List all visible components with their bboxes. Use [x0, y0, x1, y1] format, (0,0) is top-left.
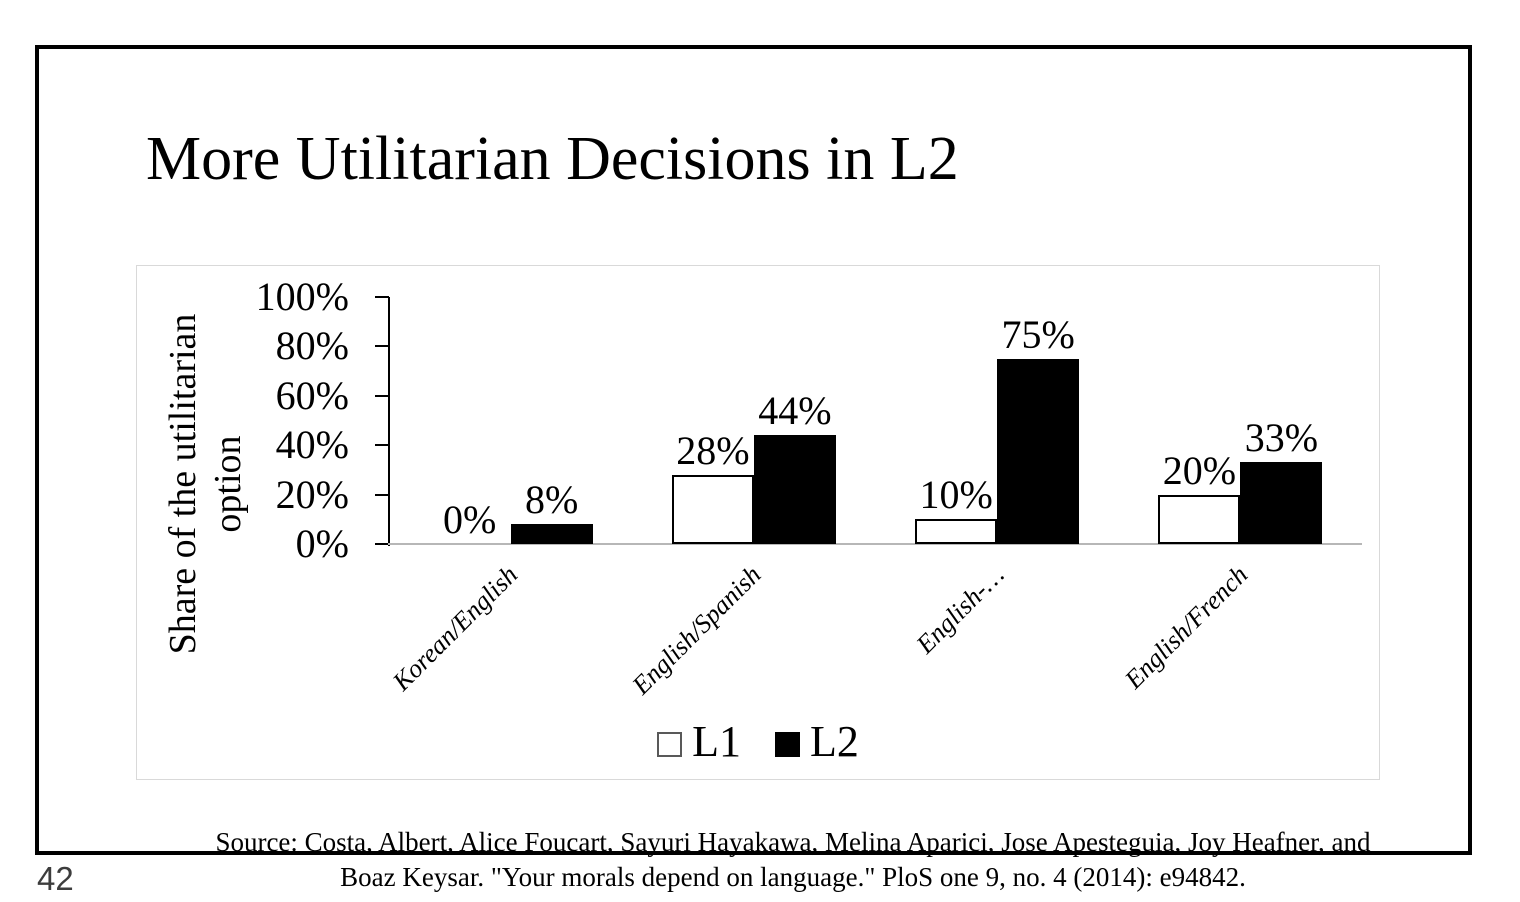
bar-value-label-l1-1: 0% — [442, 497, 497, 542]
source-citation: Source: Costa, Albert, Alice Foucart, Sa… — [172, 825, 1414, 895]
y-tick-label-20: 20% — [275, 471, 349, 517]
bar-l2-4 — [1240, 462, 1323, 544]
x-category-label-2: English/Spanish — [626, 560, 767, 701]
page-number: 42 — [37, 860, 74, 897]
legend-swatch-l2 — [775, 732, 800, 757]
bar-value-label-l2-4: 33% — [1244, 415, 1319, 460]
y-tick-mark — [375, 345, 389, 348]
legend-swatch-l1 — [657, 732, 683, 757]
y-tick-mark — [375, 444, 389, 447]
y-tick-label-40: 40% — [275, 422, 349, 468]
bar-value-label-l2-1: 8% — [524, 477, 579, 522]
x-axis-line — [388, 543, 1362, 545]
bar-value-label-l1-2: 28% — [676, 428, 750, 473]
y-tick-mark — [375, 394, 389, 397]
bar-l1-3 — [915, 519, 998, 544]
chart-legend: L1 L2 — [137, 718, 1379, 766]
y-tick-mark — [375, 543, 389, 545]
x-category-label-3: English-… — [910, 560, 1010, 660]
bar-l2-2 — [753, 435, 836, 544]
y-axis-line — [388, 297, 390, 546]
y-tick-label-100: 100% — [255, 274, 349, 319]
bar-l2-1 — [510, 524, 593, 544]
legend-item-l1: L1 — [657, 718, 741, 766]
legend-item-l2: L2 — [775, 718, 859, 766]
y-tick-mark — [375, 296, 389, 298]
y-tick-label-0: 0% — [295, 521, 349, 566]
bar-l1-4 — [1158, 495, 1241, 544]
bar-chart: Share of the utilitarian option 100% 80% 6… — [136, 265, 1380, 780]
y-tick-label-80: 80% — [275, 323, 349, 369]
x-category-label-1: Korean/English — [386, 560, 524, 697]
source-citation-line2: Boaz Keysar. "Your morals depend on lang… — [340, 862, 1246, 892]
y-tick-mark — [375, 493, 389, 496]
slide: More Utilitarian Decisions in L2 Share o… — [35, 45, 1472, 892]
legend-label-l1: L1 — [692, 717, 741, 766]
x-category-label-4: English/French — [1118, 560, 1253, 695]
legend-label-l2: L2 — [810, 717, 859, 766]
slide-title: More Utilitarian Decisions in L2 — [146, 125, 959, 193]
bar-value-label-l1-4: 20% — [1162, 448, 1237, 493]
bar-value-label-l1-3: 10% — [919, 472, 993, 517]
source-citation-line1: Source: Costa, Albert, Alice Foucart, Sa… — [215, 827, 1371, 857]
bar-value-label-l2-2: 44% — [758, 388, 832, 433]
y-tick-label-60: 60% — [275, 372, 349, 418]
bar-value-label-l2-3: 75% — [1001, 312, 1075, 357]
bar-l1-2 — [671, 475, 754, 544]
bar-l2-3 — [997, 359, 1080, 544]
